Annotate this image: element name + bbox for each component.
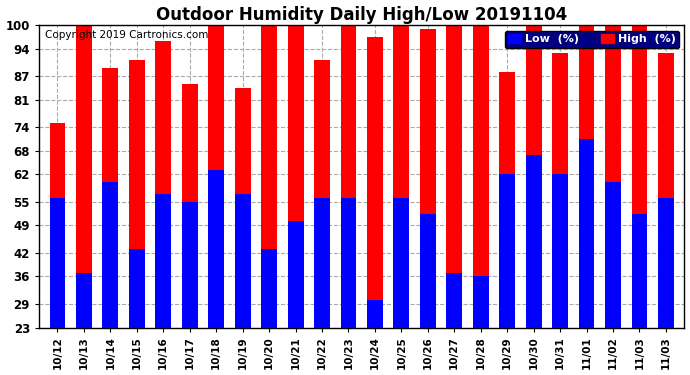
Bar: [208, 25, 224, 327]
Bar: [631, 214, 647, 327]
Text: Copyright 2019 Cartronics.com: Copyright 2019 Cartronics.com: [46, 30, 209, 40]
Bar: [102, 182, 118, 327]
Bar: [605, 25, 621, 327]
Bar: [262, 249, 277, 327]
Bar: [658, 198, 674, 327]
Bar: [631, 25, 647, 327]
Bar: [446, 25, 462, 327]
Bar: [500, 174, 515, 327]
Bar: [341, 25, 357, 327]
Bar: [181, 202, 197, 327]
Bar: [579, 139, 595, 327]
Bar: [526, 25, 542, 327]
Bar: [102, 68, 118, 327]
Bar: [473, 25, 489, 327]
Bar: [341, 198, 357, 327]
Bar: [658, 53, 674, 327]
Bar: [288, 222, 304, 327]
Bar: [155, 41, 171, 327]
Bar: [420, 214, 436, 327]
Bar: [552, 53, 568, 327]
Bar: [446, 273, 462, 327]
Bar: [579, 25, 595, 327]
Bar: [181, 84, 197, 327]
Bar: [314, 60, 330, 327]
Title: Outdoor Humidity Daily High/Low 20191104: Outdoor Humidity Daily High/Low 20191104: [156, 6, 567, 24]
Bar: [208, 170, 224, 327]
Bar: [129, 60, 145, 327]
Bar: [314, 198, 330, 327]
Bar: [155, 194, 171, 327]
Bar: [367, 300, 383, 327]
Bar: [420, 29, 436, 327]
Bar: [526, 155, 542, 327]
Legend: Low  (%), High  (%): Low (%), High (%): [505, 31, 679, 48]
Bar: [262, 25, 277, 327]
Bar: [500, 72, 515, 327]
Bar: [393, 198, 409, 327]
Bar: [76, 273, 92, 327]
Bar: [50, 123, 66, 327]
Bar: [605, 182, 621, 327]
Bar: [235, 194, 250, 327]
Bar: [235, 88, 250, 327]
Bar: [50, 198, 66, 327]
Bar: [76, 25, 92, 327]
Bar: [367, 37, 383, 327]
Bar: [129, 249, 145, 327]
Bar: [552, 174, 568, 327]
Bar: [473, 276, 489, 327]
Bar: [288, 25, 304, 327]
Bar: [393, 25, 409, 327]
